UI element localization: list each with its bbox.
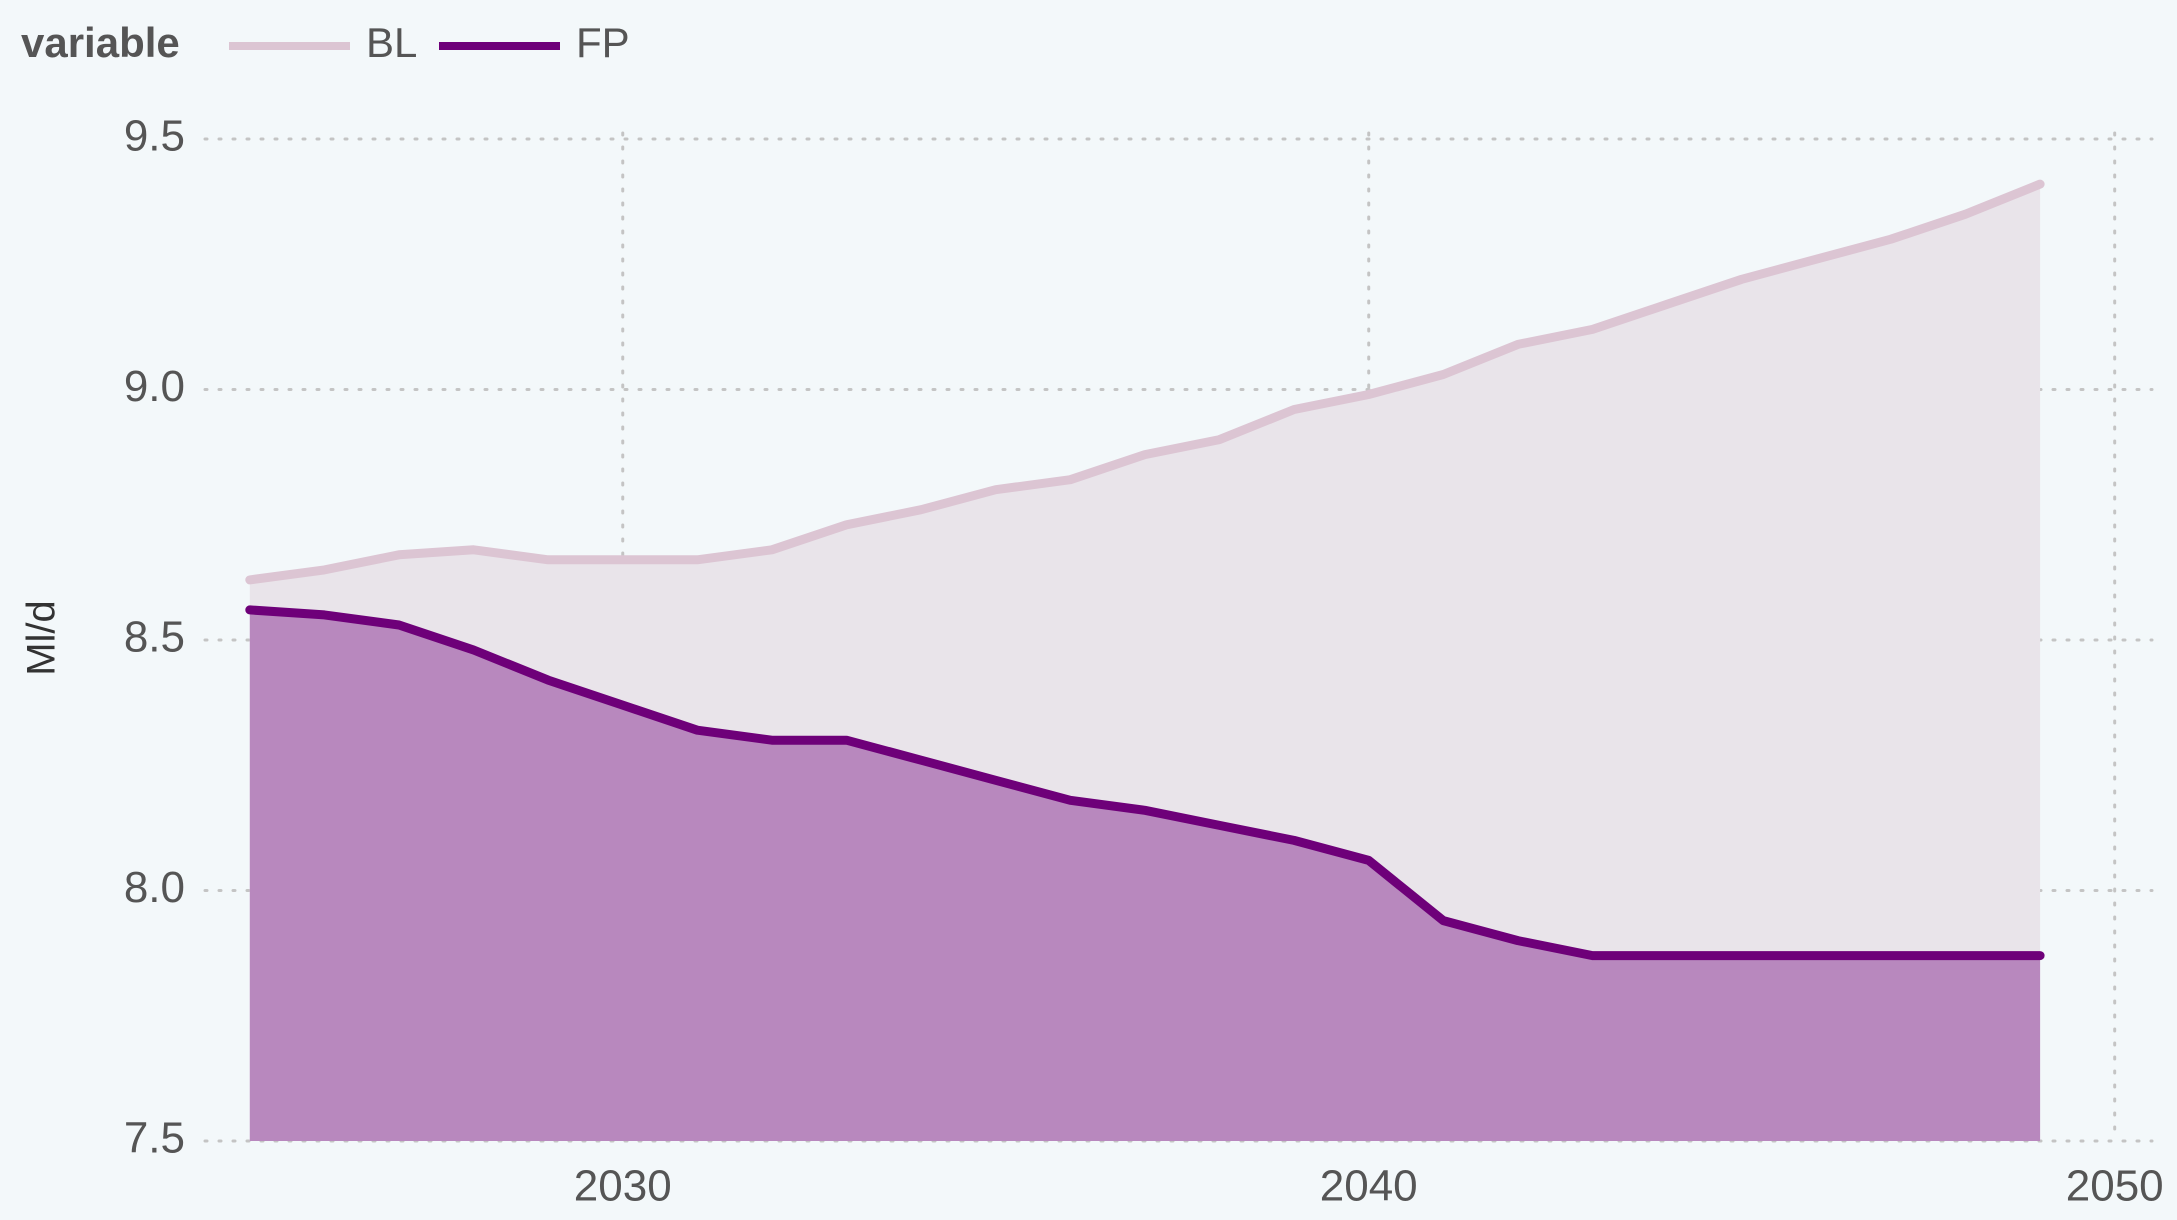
legend-label: BL [366, 19, 417, 66]
y-tick-label: 9.5 [124, 112, 185, 161]
line [245, 179, 2045, 585]
legend-label: FP [576, 19, 630, 66]
x-tick-label: 2030 [574, 1162, 672, 1211]
y-tick-label: 9.0 [124, 362, 185, 411]
x-tick-label: 2050 [2066, 1162, 2164, 1211]
line [245, 605, 2045, 961]
area [249, 609, 2041, 1141]
y-tick-label: 8.0 [124, 863, 185, 912]
y-tick-label: 7.5 [124, 1114, 185, 1163]
y-tick-label: 8.5 [124, 613, 185, 662]
y-axis-label: Ml/d [20, 600, 64, 676]
legend-title: variable [21, 19, 180, 66]
x-tick-label: 2040 [1320, 1162, 1418, 1211]
